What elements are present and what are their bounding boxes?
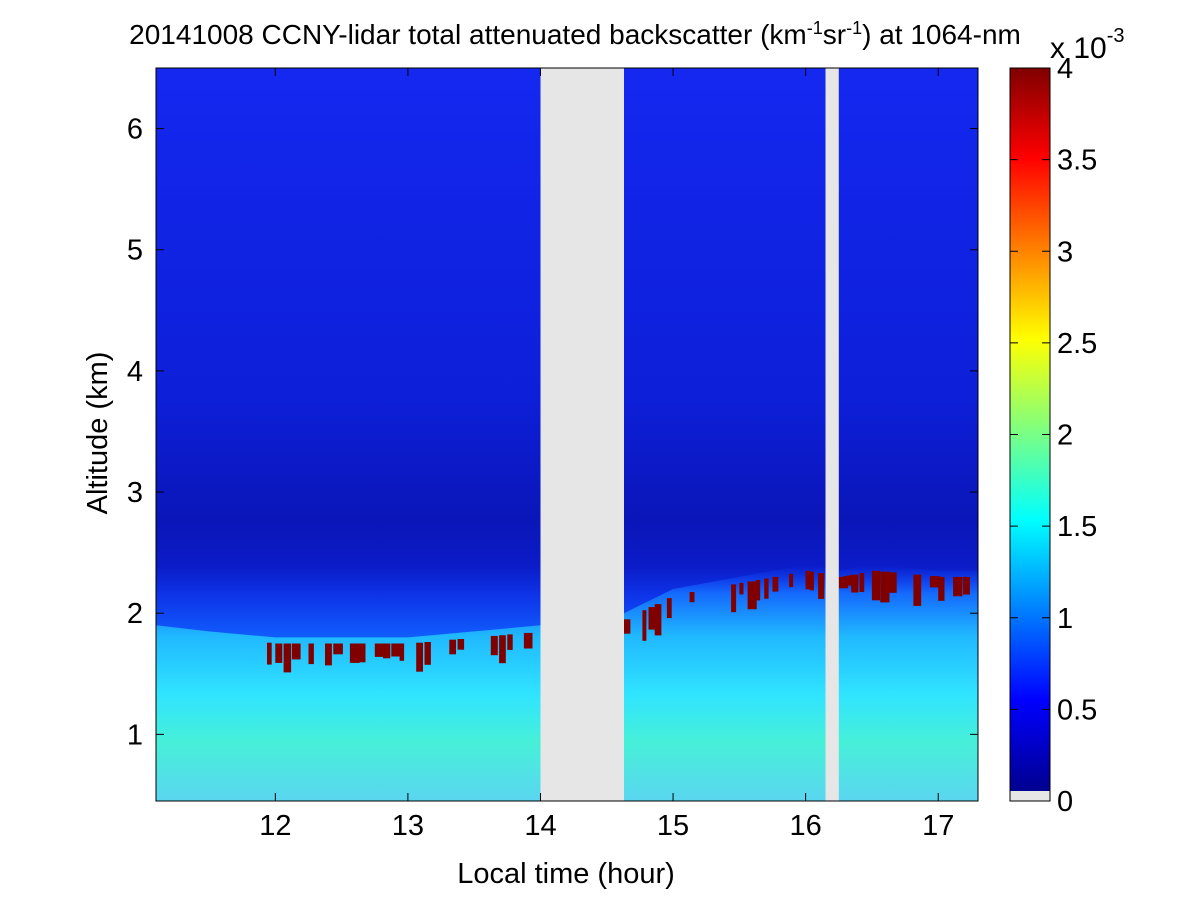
colorbar-tick-label: 3: [1057, 236, 1073, 268]
chart-title: 20141008 CCNY-lidar total attenuated bac…: [129, 18, 1021, 50]
cloud-patch: [391, 643, 400, 657]
cloud-patch: [499, 635, 506, 664]
colorbar-tick-label: 3.5: [1057, 145, 1097, 177]
cloud-patch: [953, 576, 963, 597]
cloud-patch: [805, 570, 811, 590]
cloud-patch: [913, 574, 922, 606]
cloud-patch: [871, 570, 880, 601]
cloud-patch: [523, 632, 533, 649]
y-tick-label: 2: [127, 598, 143, 630]
colorbar-tick-label: 2: [1057, 420, 1073, 452]
cloud-patch: [624, 619, 631, 634]
cloud-patch: [308, 643, 314, 665]
cloud-patch: [880, 571, 890, 603]
cloud-patch: [349, 643, 360, 663]
cloud-patch: [457, 639, 465, 650]
cloud-patch: [847, 575, 855, 586]
cloud-patch: [731, 584, 737, 613]
cloud-patch: [490, 635, 498, 656]
y-axis-label: Altitude (km): [82, 352, 114, 515]
missing-data-gap: [540, 68, 624, 801]
y-tick-label: 3: [127, 477, 143, 509]
cloud-patch: [424, 642, 431, 665]
y-tick-label: 5: [127, 235, 143, 267]
colorbar-gradient: [1010, 68, 1050, 791]
cloud-patch: [789, 573, 794, 588]
cloud-patch: [747, 581, 757, 610]
cloud-patch: [648, 607, 656, 630]
cloud-patch: [358, 643, 366, 663]
cloud-patch: [772, 576, 779, 592]
colorbar-tick-label: 2.5: [1057, 328, 1097, 360]
cloud-patch: [399, 643, 405, 661]
cloud-patch: [689, 592, 695, 603]
x-tick-label: 14: [524, 810, 556, 842]
missing-data-gap: [825, 68, 839, 801]
x-tick-labels: 12 13 14 15 16 17: [259, 810, 954, 842]
x-tick-label: 17: [922, 810, 954, 842]
missing-data-gaps: [540, 68, 839, 801]
colorbar-missing-swatch: [1010, 791, 1050, 801]
cloud-patch: [809, 571, 814, 591]
cloud-patch: [267, 642, 272, 665]
plot-ticks: [156, 68, 978, 801]
cloud-patch: [291, 643, 301, 660]
colorbar-tick-label: 0: [1057, 786, 1073, 818]
x-axis-label: Local time (hour): [457, 858, 675, 890]
colorbar-tick-label: 0.5: [1057, 694, 1097, 726]
y-tick-label: 6: [127, 114, 143, 146]
cloud-patch: [374, 643, 385, 657]
plot-area: [156, 68, 978, 801]
cloud-patch: [666, 598, 672, 618]
cloud-patch: [275, 643, 283, 663]
cloud-patch: [383, 643, 391, 659]
colorbar-tick-label: 4: [1057, 53, 1073, 85]
cloud-patch: [654, 604, 662, 636]
cloud-patch: [764, 578, 769, 599]
colorbar-tick-label: 1: [1057, 603, 1073, 635]
colorbar-tick-label: 1.5: [1057, 511, 1097, 543]
plot-frame: [155, 67, 979, 802]
x-tick-label: 13: [392, 810, 424, 842]
y-tick-label: 1: [127, 719, 143, 751]
cloud-patch: [755, 579, 761, 601]
cloud-patch: [929, 576, 940, 588]
y-tick-labels: 1 2 3 4 5 6: [127, 114, 143, 752]
cloud-patch: [325, 643, 332, 666]
colorbar-tick-labels: 0 0.5 1 1.5 2 2.5 3 3.5 4: [1057, 53, 1097, 818]
colorbar-multiplier: x 10-3: [1050, 25, 1125, 65]
cloud-patch: [842, 576, 848, 588]
x-tick-label: 15: [657, 810, 689, 842]
cloud-patch: [283, 643, 292, 673]
colorbar: 0 0.5 1 1.5 2 2.5 3 3.5 4 x 10-3: [1009, 25, 1125, 818]
cloud-patch: [818, 573, 825, 599]
cloud-patch: [739, 582, 744, 595]
cloud-patch: [859, 573, 865, 592]
cloud-patch: [416, 642, 423, 672]
cloud-patch: [507, 634, 513, 650]
cloud-patch: [851, 574, 859, 593]
cloud-patch: [888, 572, 897, 593]
cloud-patch: [333, 643, 343, 655]
cloud-patch: [938, 576, 945, 601]
cloud-patch: [449, 639, 456, 655]
x-tick-label: 12: [259, 810, 291, 842]
cloud-patch: [642, 610, 647, 641]
colorbar-ticks: [1010, 67, 1050, 802]
cloud-patch: [963, 576, 970, 595]
x-tick-label: 16: [790, 810, 822, 842]
y-tick-label: 4: [127, 356, 143, 388]
